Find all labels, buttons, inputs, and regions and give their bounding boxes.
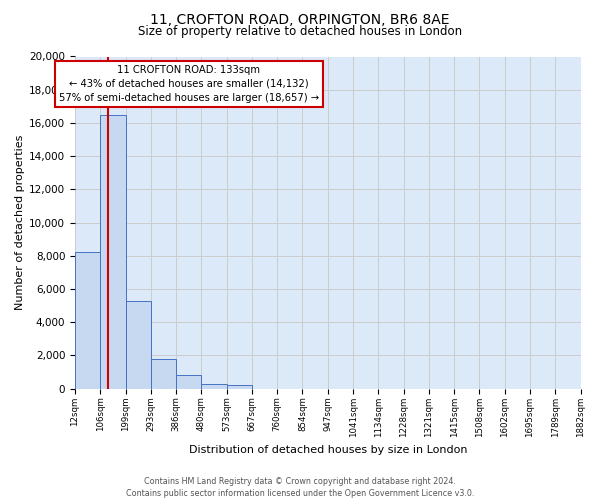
Text: Contains HM Land Registry data © Crown copyright and database right 2024.
Contai: Contains HM Land Registry data © Crown c… (126, 476, 474, 498)
Bar (227, 384, 252, 388)
Bar (125, 300, 151, 388)
Bar (100, 114, 125, 388)
Y-axis label: Number of detached properties: Number of detached properties (15, 135, 25, 310)
X-axis label: Distribution of detached houses by size in London: Distribution of detached houses by size … (188, 445, 467, 455)
Bar (176, 376, 202, 388)
Bar (75, 252, 100, 388)
Text: 11 CROFTON ROAD: 133sqm
← 43% of detached houses are smaller (14,132)
57% of sem: 11 CROFTON ROAD: 133sqm ← 43% of detache… (59, 65, 319, 103)
Bar (202, 384, 227, 388)
Text: Size of property relative to detached houses in London: Size of property relative to detached ho… (138, 25, 462, 38)
Bar (151, 359, 176, 388)
Text: 11, CROFTON ROAD, ORPINGTON, BR6 8AE: 11, CROFTON ROAD, ORPINGTON, BR6 8AE (150, 12, 450, 26)
